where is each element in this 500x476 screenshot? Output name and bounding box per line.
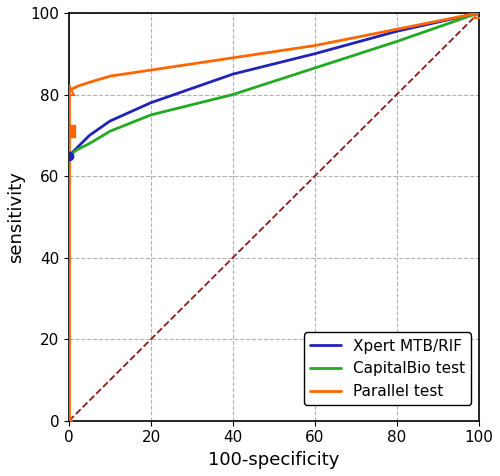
Parallel test [107,73,113,79]
CapitalBio test [394,39,400,44]
CapitalBio test [148,112,154,118]
Line: Xpert MTB/RIF: Xpert MTB/RIF [69,13,478,156]
X-axis label: 100-specificity: 100-specificity [208,451,340,469]
CapitalBio test [66,153,72,159]
Xpert MTB/RIF [86,132,92,138]
Xpert MTB/RIF [66,153,72,159]
Xpert MTB/RIF [148,100,154,106]
Xpert MTB/RIF [312,51,318,57]
CapitalBio test [230,92,236,98]
Parallel test [148,67,154,73]
Xpert MTB/RIF [394,29,400,34]
Parallel test [312,43,318,49]
Xpert MTB/RIF [74,145,80,150]
CapitalBio test [86,140,92,146]
Line: CapitalBio test: CapitalBio test [69,13,478,156]
Line: Parallel test: Parallel test [69,13,478,90]
CapitalBio test [312,65,318,71]
Parallel test [74,83,80,89]
Y-axis label: sensitivity: sensitivity [7,171,25,263]
Xpert MTB/RIF [476,10,482,16]
Xpert MTB/RIF [107,118,113,124]
Parallel test [66,88,72,93]
CapitalBio test [476,10,482,16]
Parallel test [394,26,400,32]
CapitalBio test [74,147,80,152]
Parallel test [86,79,92,85]
Parallel test [230,55,236,60]
CapitalBio test [107,129,113,134]
Legend: Xpert MTB/RIF, CapitalBio test, Parallel test: Xpert MTB/RIF, CapitalBio test, Parallel… [304,332,471,405]
Parallel test [476,10,482,16]
Xpert MTB/RIF [230,71,236,77]
